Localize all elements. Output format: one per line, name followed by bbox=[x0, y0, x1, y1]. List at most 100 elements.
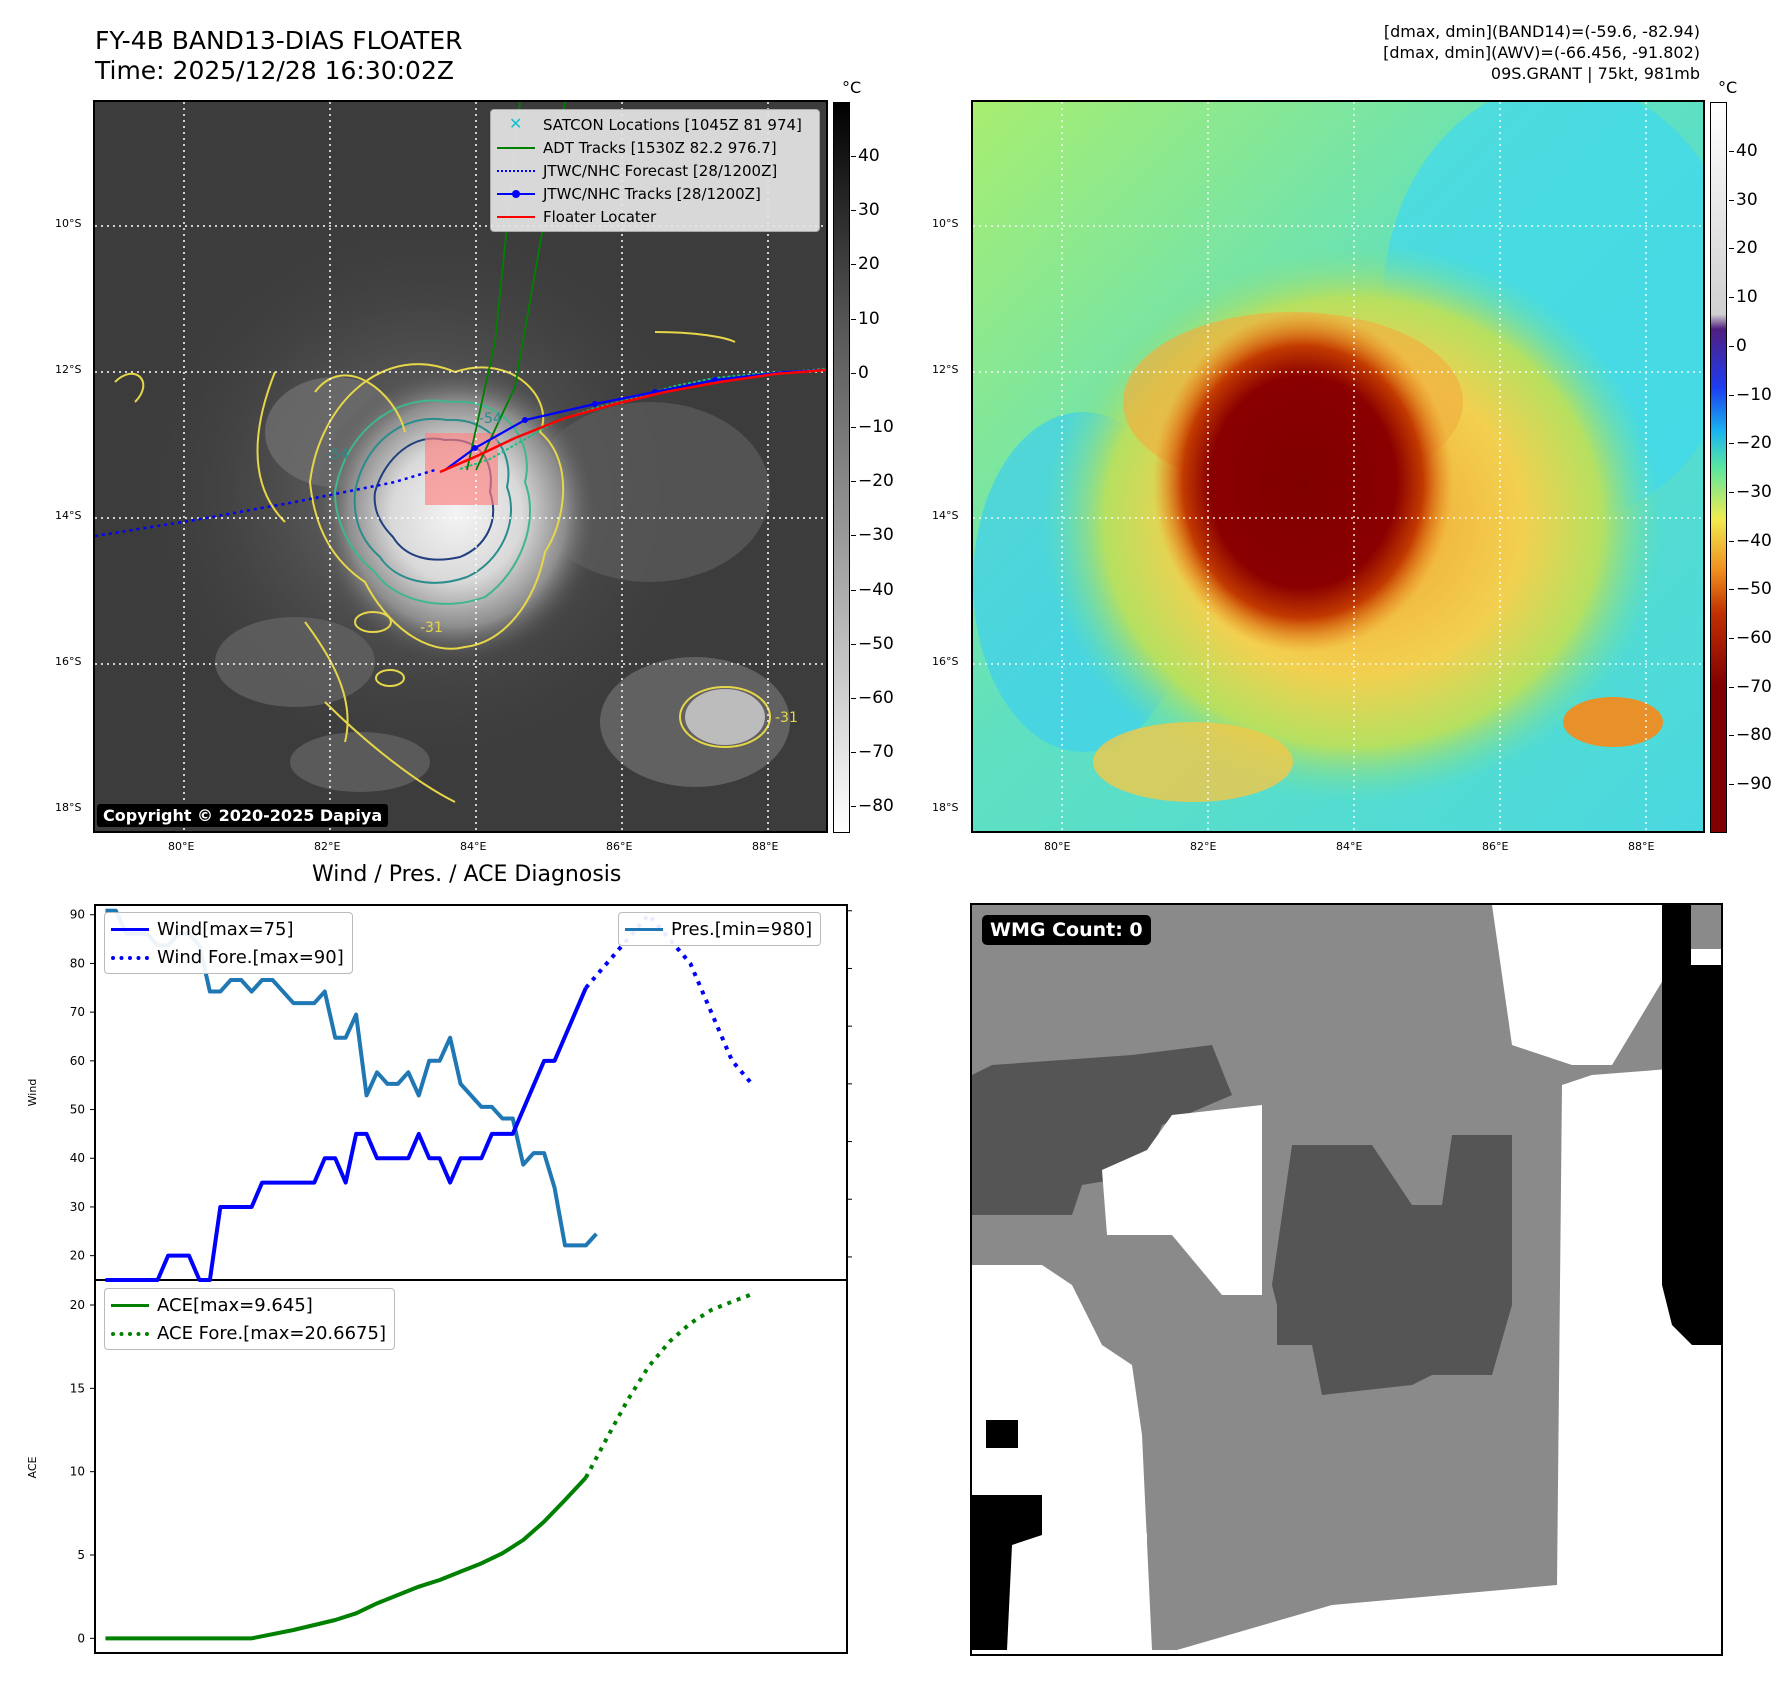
colorbar-tick-label: 0 bbox=[858, 362, 869, 383]
lon-label: 84°E bbox=[460, 840, 487, 853]
legend-line-icon bbox=[497, 141, 535, 155]
colorbar-tick-mark bbox=[1729, 491, 1734, 493]
colorbar-tick-label: −40 bbox=[1736, 530, 1772, 551]
ace-tick-label: 20 bbox=[70, 1298, 85, 1312]
colorbar-tick-mark bbox=[1729, 297, 1734, 299]
wmg-image bbox=[972, 905, 1721, 1650]
wv-map-image bbox=[973, 102, 1703, 831]
ace-tick-label: 0 bbox=[77, 1631, 85, 1645]
page-title: FY-4B BAND13-DIAS FLOATER bbox=[95, 26, 463, 55]
colorbar-tick-label: 10 bbox=[1736, 287, 1758, 308]
ace-forecast-series-line bbox=[584, 1292, 754, 1479]
lat-label: 16°S bbox=[55, 655, 82, 668]
wmg-block bbox=[986, 1420, 1018, 1448]
ace-axes-frame bbox=[94, 1279, 848, 1654]
colorbar-tick-label: −40 bbox=[858, 579, 894, 600]
colorbar-tick-mark bbox=[1729, 540, 1734, 542]
wind-series-line bbox=[105, 987, 588, 1282]
colorbar-tick-label: −80 bbox=[1736, 725, 1772, 746]
colorbar-tick-label: −70 bbox=[1736, 676, 1772, 697]
lat-label: 12°S bbox=[932, 363, 959, 376]
colorbar-tick-mark bbox=[851, 372, 856, 374]
colorbar-tick-mark bbox=[851, 698, 856, 699]
colorbar-tick-mark bbox=[851, 752, 856, 754]
legend-line-icon bbox=[111, 1298, 149, 1312]
lon-label: 88°E bbox=[752, 840, 779, 853]
info-line-band14: [dmax, dmin](BAND14)=(-59.6, -82.94) bbox=[1383, 22, 1700, 41]
lon-label: 80°E bbox=[168, 840, 195, 853]
colorbar-tick-mark bbox=[1729, 394, 1734, 396]
lat-label: 16°S bbox=[932, 655, 959, 668]
colorbar-tick-label: −20 bbox=[858, 471, 894, 492]
colorbar-tick-mark bbox=[1729, 151, 1734, 152]
copyright-badge: Copyright © 2020-2025 Dapiya bbox=[97, 804, 389, 827]
colorbar-tick-mark bbox=[1729, 686, 1734, 688]
colorbar-tick-label: −60 bbox=[1736, 628, 1772, 648]
lon-label: 82°E bbox=[1190, 840, 1217, 853]
ir-map-panel: -54 -31 -54 -31 ✕ SATCON Locations [1045… bbox=[93, 100, 828, 833]
satcon-locations bbox=[459, 368, 826, 470]
wv-map-panel bbox=[971, 100, 1705, 833]
info-line-awv: [dmax, dmin](AWV)=(-66.456, -91.802) bbox=[1383, 43, 1700, 62]
lat-label: 10°S bbox=[55, 217, 82, 230]
lon-label: 88°E bbox=[1628, 840, 1655, 853]
lat-label: 10°S bbox=[932, 217, 959, 230]
legend-line-icon bbox=[111, 922, 149, 936]
wind-tick-label: 40 bbox=[70, 1151, 85, 1165]
wind-tick-label: 30 bbox=[70, 1200, 85, 1214]
lon-label: 86°E bbox=[606, 840, 633, 853]
colorbar-tick-label: 10 bbox=[858, 308, 880, 329]
legend-dotted-line-icon bbox=[111, 1326, 149, 1340]
colorbar-tick-mark bbox=[1729, 345, 1734, 347]
colorbar-tick-label: −20 bbox=[1736, 433, 1772, 454]
colorbar-tick-mark bbox=[851, 156, 856, 157]
colorbar-tick-mark bbox=[1729, 443, 1734, 445]
contour-label: -31 bbox=[775, 710, 798, 726]
diagnosis-title: Wind / Pres. / ACE Diagnosis bbox=[312, 862, 622, 887]
colorbar-tick-label: 40 bbox=[1736, 141, 1758, 161]
legend-item-wind: Wind[max=75] bbox=[105, 915, 352, 943]
contour-label: -54 bbox=[479, 411, 502, 427]
diagnosis-chart-area: 2030405060708090980985990995100010051010… bbox=[0, 895, 935, 1655]
colorbar-tick-label: −10 bbox=[858, 417, 894, 437]
colorbar-tick-mark bbox=[851, 427, 856, 428]
ace-series-line bbox=[105, 1476, 588, 1641]
colorbar-tick-label: 0 bbox=[1736, 335, 1747, 356]
colorbar-tick-label: −80 bbox=[858, 796, 894, 817]
colorbar-tick-label: −90 bbox=[1736, 774, 1772, 795]
colorbar-tick-mark bbox=[851, 264, 856, 266]
lon-label: 80°E bbox=[1044, 840, 1071, 853]
legend-item-satcon: ✕ SATCON Locations [1045Z 81 974] bbox=[491, 113, 819, 136]
colorbar-tick-mark bbox=[1729, 638, 1734, 639]
colorbar-tick-mark bbox=[1729, 735, 1734, 737]
legend-item-jtwc-forecast: JTWC/NHC Forecast [28/1200Z] bbox=[491, 159, 819, 182]
colorbar-tick-mark bbox=[1729, 248, 1734, 250]
legend-item-pressure: Pres.[min=980] bbox=[619, 915, 820, 943]
colorbar-tick-label: 20 bbox=[858, 254, 880, 275]
colorbar-tick-label: −50 bbox=[1736, 579, 1772, 600]
wind-forecast-series-line bbox=[584, 912, 755, 1087]
legend-dot-line-icon bbox=[497, 187, 535, 201]
ace-axis-label: ACE bbox=[26, 1456, 39, 1478]
ir-colorbar bbox=[833, 102, 850, 833]
legend-item-wind-forecast: Wind Fore.[max=90] bbox=[105, 943, 352, 971]
wmg-panel: WMG Count: 0 bbox=[970, 903, 1723, 1656]
lat-label: 12°S bbox=[55, 363, 82, 376]
colorbar-tick-label: −30 bbox=[858, 525, 894, 546]
wind-tick-label: 60 bbox=[70, 1054, 85, 1068]
lat-label: 14°S bbox=[55, 509, 82, 522]
legend-x-marker-icon: ✕ bbox=[509, 113, 523, 133]
diagnosis-chart: 2030405060708090980985990995100010051010… bbox=[26, 904, 935, 1654]
ir-colorbar-unit: °C bbox=[842, 78, 862, 97]
colorbar-tick-label: −30 bbox=[1736, 481, 1772, 502]
ir-legend: ✕ SATCON Locations [1045Z 81 974] ADT Tr… bbox=[490, 109, 820, 232]
colorbar-tick-label: 30 bbox=[858, 200, 880, 221]
colorbar-tick-mark bbox=[851, 589, 856, 591]
lat-label: 18°S bbox=[55, 801, 82, 814]
colorbar-tick-label: −10 bbox=[1736, 384, 1772, 405]
lat-label: 14°S bbox=[932, 509, 959, 522]
colorbar-tick-mark bbox=[1729, 589, 1734, 591]
legend-line-icon bbox=[625, 922, 663, 936]
colorbar-tick-mark bbox=[851, 210, 856, 212]
wv-colorbar-unit: °C bbox=[1718, 78, 1738, 97]
